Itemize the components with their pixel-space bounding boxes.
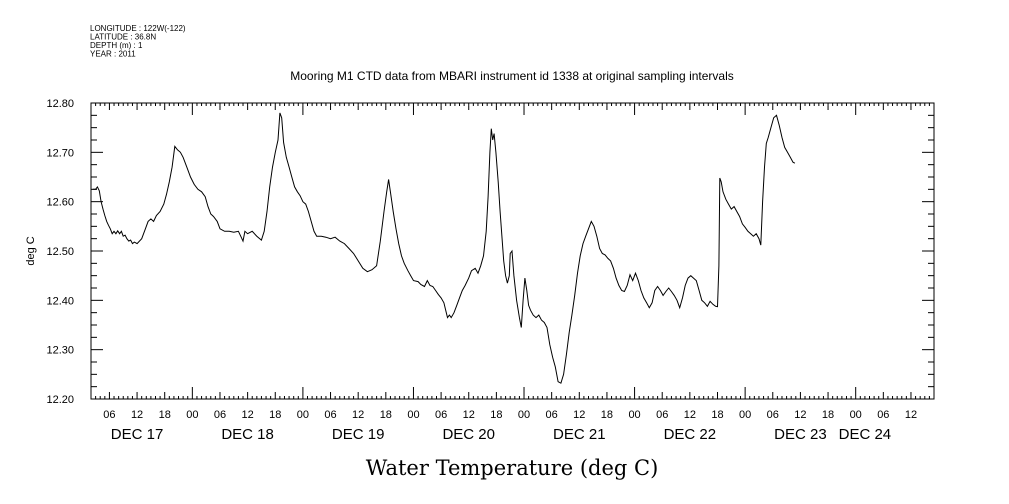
x-day-label: DEC 24 bbox=[839, 426, 892, 443]
x-hour-label: 18 bbox=[601, 409, 613, 421]
y-tick-label: 12.40 bbox=[46, 295, 74, 307]
x-hour-label: 06 bbox=[546, 409, 558, 421]
metadata-line: LATITUDE : 36.8N bbox=[90, 33, 156, 42]
y-tick-label: 12.60 bbox=[46, 197, 74, 209]
x-hour-label: 18 bbox=[269, 409, 281, 421]
y-tick-label: 12.30 bbox=[46, 345, 74, 357]
y-tick-label: 12.20 bbox=[46, 394, 74, 406]
x-hour-label: 12 bbox=[573, 409, 585, 421]
x-day-label: DEC 18 bbox=[221, 426, 274, 443]
x-hour-label: 18 bbox=[711, 409, 723, 421]
x-hour-label: 12 bbox=[794, 409, 806, 421]
x-hour-label: 00 bbox=[186, 409, 198, 421]
x-day-label: DEC 21 bbox=[553, 426, 606, 443]
x-day-label: DEC 22 bbox=[664, 426, 717, 443]
x-hour-label: 18 bbox=[822, 409, 834, 421]
metadata-line: YEAR : 2011 bbox=[90, 50, 136, 59]
metadata-line: DEPTH (m) : 1 bbox=[90, 41, 143, 50]
x-hour-label: 06 bbox=[435, 409, 447, 421]
chart-title: Mooring M1 CTD data from MBARI instrumen… bbox=[290, 69, 734, 83]
x-hour-label: 00 bbox=[850, 409, 862, 421]
x-hour-label: 00 bbox=[297, 409, 309, 421]
x-hour-label: 12 bbox=[684, 409, 696, 421]
x-hour-label: 18 bbox=[380, 409, 392, 421]
x-hour-label: 12 bbox=[463, 409, 475, 421]
y-axis-label: deg C bbox=[25, 236, 37, 265]
x-hour-label: 12 bbox=[131, 409, 143, 421]
metadata-block: LONGITUDE : 122W(-122)LATITUDE : 36.8NDE… bbox=[90, 24, 186, 59]
y-tick-label: 12.50 bbox=[46, 246, 74, 258]
x-hour-label: 06 bbox=[214, 409, 226, 421]
x-hour-label: 00 bbox=[628, 409, 640, 421]
x-hour-label: 00 bbox=[518, 409, 530, 421]
x-hour-label: 12 bbox=[241, 409, 253, 421]
x-hour-label: 06 bbox=[656, 409, 668, 421]
x-day-label: DEC 23 bbox=[774, 426, 827, 443]
x-day-label: DEC 19 bbox=[332, 426, 385, 443]
x-hour-label: 12 bbox=[905, 409, 917, 421]
x-hour-label: 18 bbox=[490, 409, 502, 421]
y-tick-label: 12.80 bbox=[46, 98, 74, 110]
x-day-label: DEC 17 bbox=[111, 426, 164, 443]
x-hour-label: 12 bbox=[352, 409, 364, 421]
x-hour-label: 00 bbox=[407, 409, 419, 421]
x-axis-label: Water Temperature (deg C) bbox=[366, 456, 659, 480]
x-day-label: DEC 20 bbox=[442, 426, 495, 443]
y-tick-label: 12.70 bbox=[46, 147, 74, 159]
x-hour-label: 06 bbox=[767, 409, 779, 421]
x-hour-label: 18 bbox=[159, 409, 171, 421]
temperature-series-line bbox=[92, 112, 796, 384]
x-hour-label: 06 bbox=[877, 409, 889, 421]
y-axis: 12.20 12.30 12.40 12.50 12.60 12.70 12.80 bbox=[46, 98, 934, 406]
x-hour-label: 00 bbox=[739, 409, 751, 421]
x-hour-label: 06 bbox=[103, 409, 115, 421]
x-hour-label: 06 bbox=[324, 409, 336, 421]
x-axis: 06 12 18 00 06 12 18 00 06 12 18 00 06 12 18 00 06 12 18 00… bbox=[90, 103, 935, 443]
metadata-line: LONGITUDE : 122W(-122) bbox=[90, 24, 186, 33]
